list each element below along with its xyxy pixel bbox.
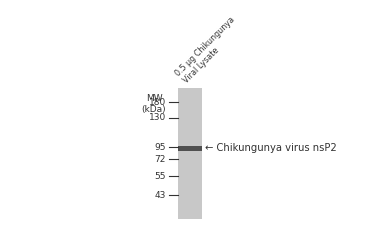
Bar bbox=[178, 146, 202, 151]
Text: 130: 130 bbox=[149, 113, 166, 122]
Text: 43: 43 bbox=[155, 191, 166, 200]
Text: 72: 72 bbox=[155, 155, 166, 164]
Text: 180: 180 bbox=[149, 98, 166, 107]
Text: 95: 95 bbox=[154, 143, 166, 152]
Bar bbox=[178, 88, 202, 219]
Text: ← Chikungunya virus nsP2: ← Chikungunya virus nsP2 bbox=[205, 144, 336, 154]
Text: 0.5 μg Chikungunya
Viral Lysate: 0.5 μg Chikungunya Viral Lysate bbox=[174, 14, 244, 85]
Text: 55: 55 bbox=[154, 172, 166, 181]
Text: MW
(kDa): MW (kDa) bbox=[142, 94, 166, 114]
